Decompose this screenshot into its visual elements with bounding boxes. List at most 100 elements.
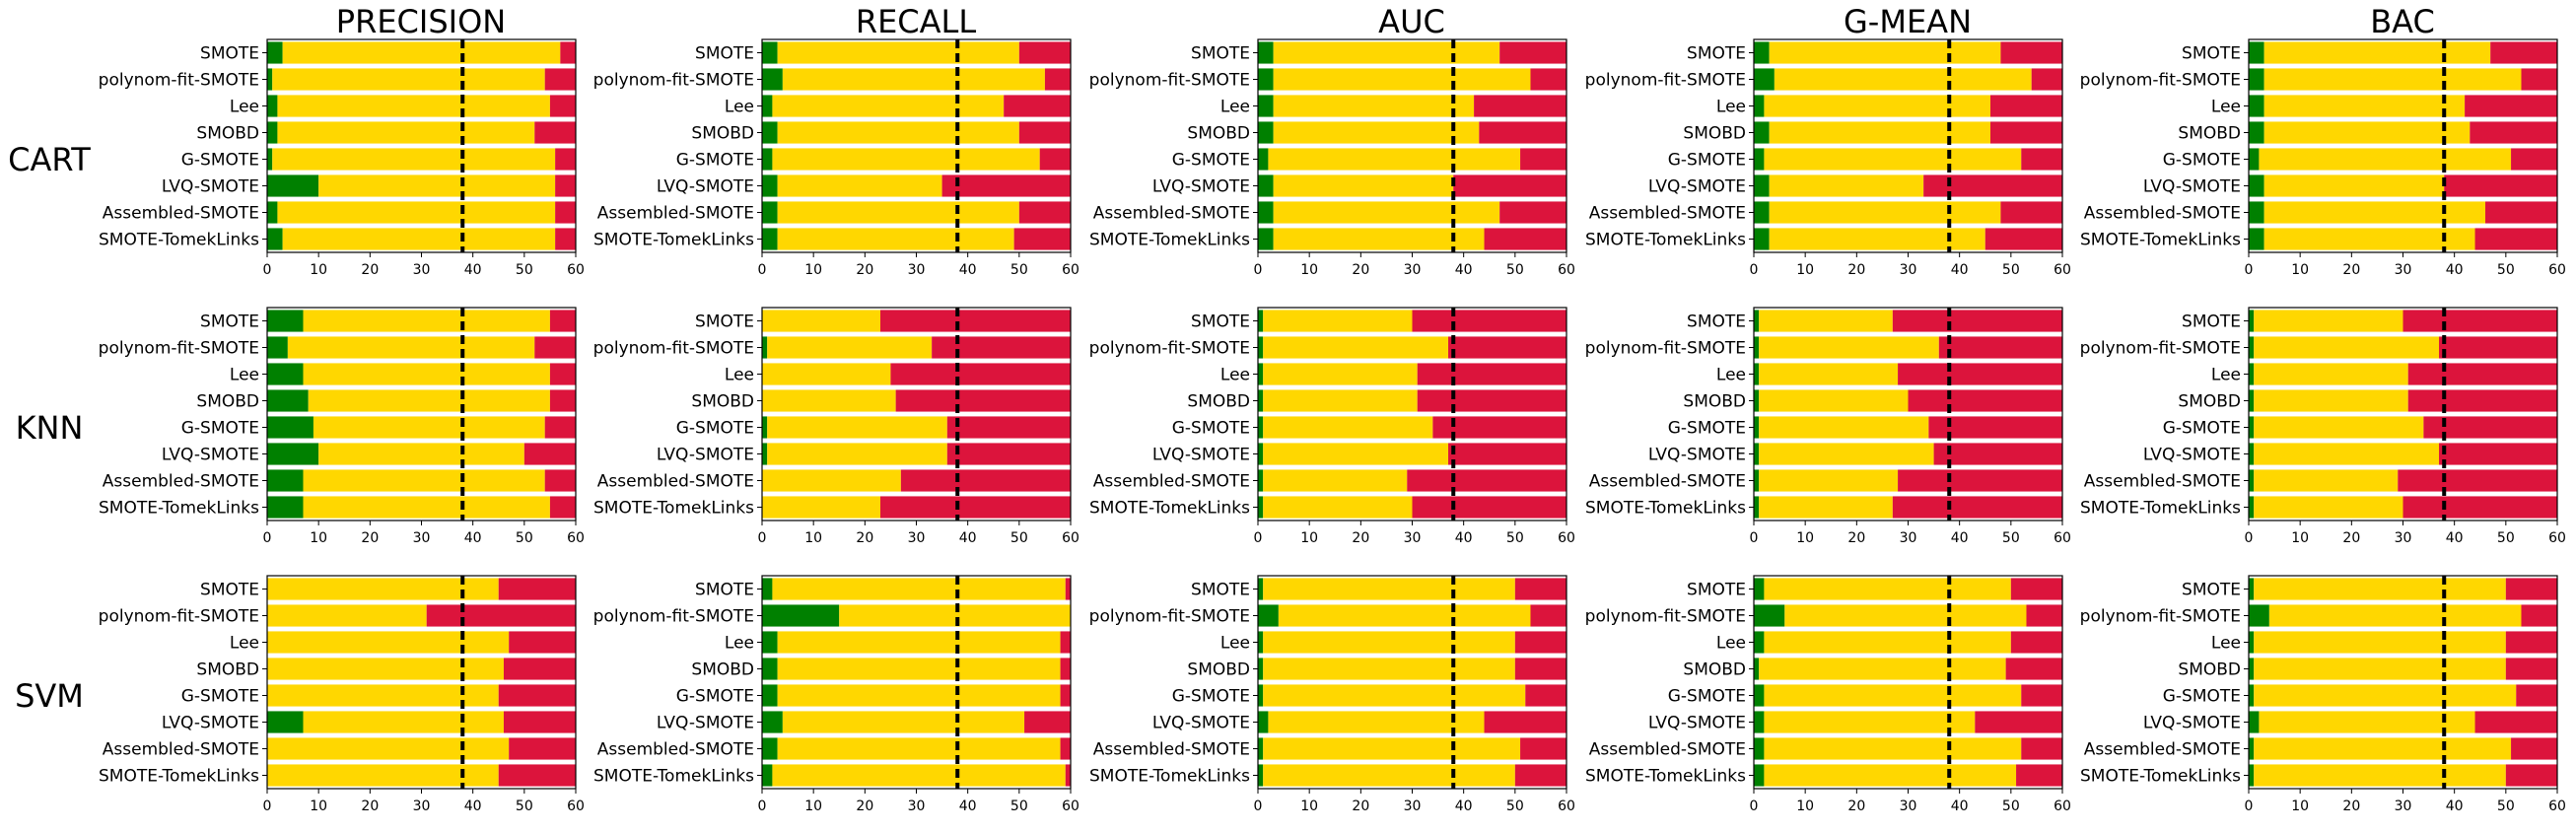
bar-yellow-g-smote	[2254, 416, 2424, 439]
x-tick-label: 50	[2002, 530, 2020, 546]
bar-yellow-lee	[772, 95, 1005, 117]
x-tick-label: 40	[464, 798, 482, 814]
bar-red-polynom-fit-smote	[2031, 68, 2062, 91]
bar-red-smote	[2000, 41, 2062, 64]
bar-red-lee	[2505, 631, 2557, 654]
bar-green-assembled-smote	[1754, 737, 1765, 760]
column-title-recall: RECALL	[856, 3, 977, 40]
category-label: polynom-fit-SMOTE	[1089, 339, 1250, 359]
bar-red-lvq-smote	[1484, 711, 1566, 733]
bar-yellow-polynom-fit-smote	[1273, 68, 1531, 91]
category-label: LVQ-SMOTE	[1648, 714, 1746, 733]
bar-red-smote	[879, 310, 1071, 332]
category-label: SMOTE-TomekLinks	[1089, 499, 1250, 519]
bar-green-smote	[1258, 578, 1264, 600]
bar-red-smote	[2402, 310, 2557, 332]
bar-green-smote	[762, 41, 778, 64]
bar-green-lee	[1754, 363, 1760, 385]
bar-yellow-assembled-smote	[777, 201, 1019, 224]
bar-red-assembled-smote	[1898, 469, 2062, 492]
bar-yellow-smobd	[1263, 658, 1515, 680]
bar-green-smote-tomeklinks	[267, 496, 304, 519]
panel-knn-recall: SMOTE polynom-fit-SMOTE Lee SMOBD G-SMOTE LVQ…	[593, 307, 1079, 546]
bar-yellow-lvq-smote	[1273, 174, 1454, 197]
x-tick-label: 20	[2342, 530, 2360, 546]
category-label: G-SMOTE	[1668, 151, 1746, 171]
bar-green-lvq-smote	[2249, 443, 2255, 465]
bar-yellow-smobd	[308, 389, 550, 412]
bar-yellow-lee	[1273, 95, 1475, 117]
x-tick-label: 60	[1062, 262, 1079, 278]
category-label: G-SMOTE	[2163, 151, 2241, 171]
bar-yellow-smote	[1263, 578, 1515, 600]
row-title-knn: KNN	[16, 409, 84, 447]
bar-red-lee	[2407, 363, 2557, 385]
bar-red-g-smote	[1432, 416, 1566, 439]
category-label: SMOTE	[2182, 581, 2241, 600]
bar-yellow-smote	[2254, 310, 2403, 332]
bar-red-polynom-fit-smote	[2521, 604, 2557, 627]
x-tick-label: 50	[1010, 530, 1028, 546]
bar-green-lvq-smote	[267, 711, 304, 733]
x-tick-label: 0	[1254, 798, 1263, 814]
category-label: Lee	[1716, 634, 1746, 654]
row-titles: CART KNN SVM	[8, 141, 91, 715]
column-title-auc: AUC	[1378, 3, 1445, 40]
bar-yellow-smote	[762, 310, 880, 332]
bar-red-lvq-smote	[503, 711, 576, 733]
bar-green-g-smote	[267, 148, 273, 171]
bar-green-lvq-smote	[1754, 443, 1760, 465]
bar-green-lvq-smote	[1258, 443, 1264, 465]
x-tick-label: 40	[1455, 798, 1473, 814]
category-label: SMOTE	[1191, 44, 1250, 64]
bar-green-g-smote	[2249, 148, 2260, 171]
bar-yellow-lee	[2254, 363, 2408, 385]
bar-yellow-polynom-fit-smote	[2268, 604, 2522, 627]
x-tick-label: 50	[2497, 798, 2515, 814]
bar-green-assembled-smote	[1258, 201, 1274, 224]
bar-green-polynom-fit-smote	[2249, 604, 2269, 627]
category-label: polynom-fit-SMOTE	[1089, 607, 1250, 627]
category-label: LVQ-SMOTE	[657, 177, 754, 197]
x-tick-label: 0	[758, 530, 767, 546]
category-label: LVQ-SMOTE	[2143, 446, 2241, 465]
bar-yellow-polynom-fit-smote	[287, 336, 535, 359]
bar-green-smobd	[762, 658, 778, 680]
bar-red-smote-tomeklinks	[879, 496, 1071, 519]
category-label: Assembled-SMOTE	[1589, 472, 1746, 492]
x-tick-label: 20	[361, 530, 379, 546]
category-label: Assembled-SMOTE	[2084, 204, 2241, 224]
category-label: Lee	[230, 366, 259, 385]
category-label: SMOTE	[695, 581, 754, 600]
bar-yellow-smote-tomeklinks	[777, 228, 1014, 250]
x-tick-label: 30	[1900, 798, 1917, 814]
bar-yellow-polynom-fit-smote	[272, 68, 545, 91]
x-tick-label: 60	[2548, 262, 2566, 278]
category-label: SMOTE-TomekLinks	[593, 231, 754, 250]
category-label: Assembled-SMOTE	[103, 740, 259, 760]
bar-red-polynom-fit-smote	[2439, 336, 2557, 359]
x-tick-label: 10	[1796, 262, 1814, 278]
bar-red-lvq-smote	[941, 174, 1071, 197]
x-tick-label: 20	[856, 262, 873, 278]
category-label: SMOTE	[200, 44, 259, 64]
bar-yellow-g-smote	[777, 684, 1061, 707]
bar-red-smobd	[1514, 658, 1566, 680]
x-tick-label: 40	[1951, 798, 1969, 814]
bar-green-g-smote	[1258, 416, 1264, 439]
bar-yellow-g-smote	[1263, 416, 1433, 439]
panels: SMOTE polynom-fit-SMOTE Lee SMOBD G-SMOTE LVQ…	[99, 38, 2566, 814]
category-label: Assembled-SMOTE	[597, 740, 754, 760]
panel-svm-g-mean: SMOTE polynom-fit-SMOTE Lee SMOBD G-SMOTE LVQ…	[1585, 575, 2071, 814]
category-label: G-SMOTE	[181, 419, 259, 439]
x-tick-label: 40	[1455, 262, 1473, 278]
x-tick-label: 10	[1300, 798, 1318, 814]
x-tick-label: 20	[361, 262, 379, 278]
bar-green-smote	[2249, 310, 2255, 332]
bar-green-lee	[762, 631, 778, 654]
category-label: LVQ-SMOTE	[162, 177, 259, 197]
bar-red-smote-tomeklinks	[1412, 496, 1566, 519]
bar-yellow-polynom-fit-smote	[782, 68, 1045, 91]
bar-green-assembled-smote	[2249, 469, 2255, 492]
